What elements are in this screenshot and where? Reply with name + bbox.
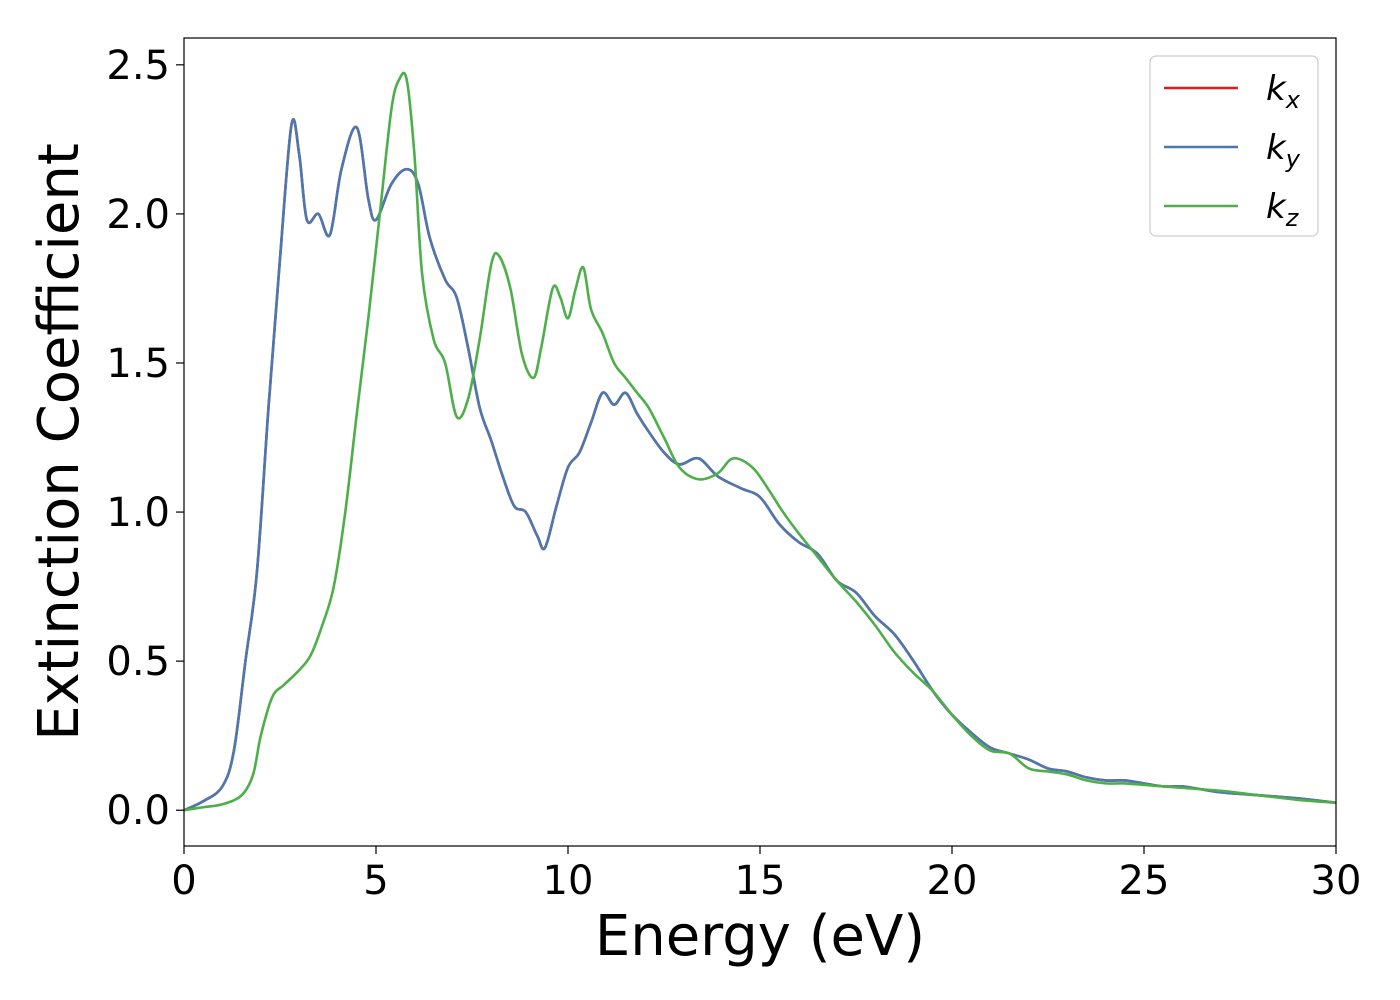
x-axis-ticks: 0 5 10 15 20 25 30 [171,846,1361,904]
x-axis-title: Energy (eV) [595,904,925,969]
x-tick-label: 15 [735,858,786,904]
x-tick-label: 5 [363,858,388,904]
plot-area [184,38,1336,846]
y-tick-label: 0.5 [106,639,170,685]
y-tick-label: 2.0 [106,192,170,238]
y-tick-label: 1.0 [106,490,170,536]
y-tick-label: 1.5 [106,341,170,387]
y-axis-title: Extinction Coefficient [27,143,92,741]
x-tick-label: 30 [1311,858,1362,904]
series-line-ky [183,118,1337,812]
series-group [183,71,1337,812]
x-tick-label: 0 [171,858,196,904]
y-tick-label: 0.0 [106,788,170,834]
x-tick-label: 20 [927,858,978,904]
x-tick-label: 25 [1119,858,1170,904]
y-tick-label: 2.5 [106,43,170,89]
series-line-kz [183,71,1337,812]
y-axis-ticks: 0.0 0.5 1.0 1.5 2.0 2.5 [106,43,184,834]
x-tick-label: 10 [543,858,594,904]
